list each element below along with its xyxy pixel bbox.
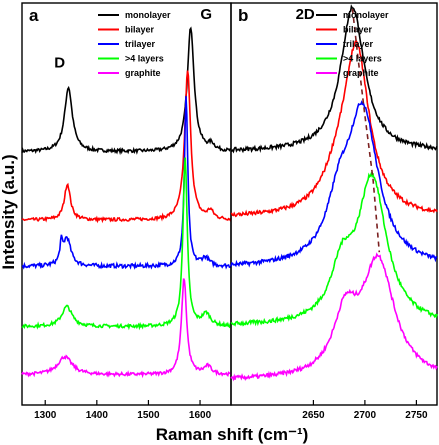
- legend-label: trilayer: [125, 39, 156, 49]
- peak-label: 2D: [296, 6, 315, 23]
- legend-label: bilayer: [343, 25, 373, 35]
- legend-label: trilayer: [343, 39, 374, 49]
- legend-label: >4 layers: [343, 54, 382, 64]
- panel-letter-b: b: [238, 6, 248, 25]
- legend-label: >4 layers: [125, 54, 164, 64]
- panel-letter-a: a: [29, 6, 39, 25]
- x-tick-label: 2750: [405, 410, 428, 421]
- x-tick-label: 2650: [302, 410, 325, 421]
- x-tick-label: 1300: [34, 410, 57, 421]
- x-tick-label: 1600: [189, 410, 212, 421]
- series-line-a-4: [21, 278, 232, 379]
- series-line-a-3: [21, 157, 232, 331]
- legend-label: graphite: [125, 68, 161, 78]
- series-line-b-1: [231, 40, 438, 218]
- series-line-b-4: [230, 252, 438, 382]
- series-line-a-2: [21, 96, 232, 270]
- legend-label: bilayer: [125, 25, 155, 35]
- legend-label: monolayer: [125, 10, 171, 20]
- panel-b: 2650 2700 2750 b 2D monolayer bilayer trilayer >…: [230, 2, 438, 421]
- series-line-b-3: [230, 171, 438, 327]
- series-line-b-0: [230, 4, 438, 154]
- x-tick-label: 1500: [137, 410, 160, 421]
- x-axis-title: Raman shift (cm⁻¹): [156, 425, 309, 444]
- legend-label: graphite: [343, 68, 379, 78]
- peak-shift-dashed-line: [351, 8, 381, 253]
- series-line-a-1: [21, 70, 232, 224]
- x-tick-label: 1400: [86, 410, 109, 421]
- series-line-b-2: [230, 100, 438, 268]
- y-axis-title: Intensity (a.u.): [0, 154, 18, 269]
- series-line-a-0: [21, 26, 232, 156]
- peak-label: G: [200, 6, 212, 23]
- x-tick-label: 2700: [354, 410, 377, 421]
- legend-label: monolayer: [343, 10, 389, 20]
- plot-frame-b: [230, 2, 438, 406]
- peak-label: D: [54, 54, 65, 71]
